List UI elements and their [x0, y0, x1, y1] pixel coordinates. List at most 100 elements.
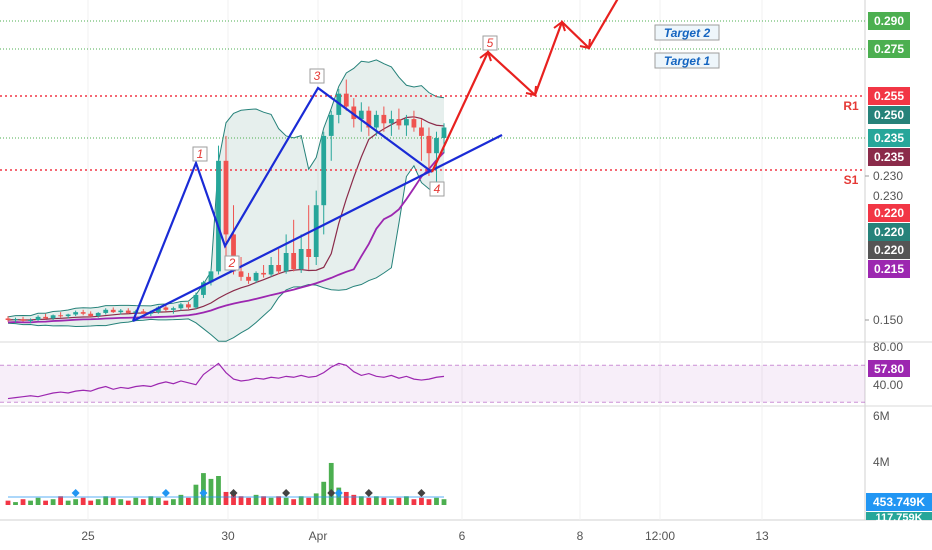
candlestick-series [5, 79, 447, 324]
wave-label-box [224, 255, 240, 271]
candle-body [358, 110, 364, 120]
level-name: R1 [843, 99, 859, 113]
candle-body [434, 138, 439, 154]
candle-body [50, 315, 56, 319]
volume-bar [313, 493, 319, 505]
volume-bar [95, 499, 101, 505]
volume-bar [246, 497, 251, 505]
volume-signal-diamond [229, 489, 238, 497]
candle-body [276, 265, 282, 272]
candle-body [223, 160, 229, 235]
volume-signal-diamond [71, 489, 80, 497]
volume-bar [50, 499, 56, 505]
price-tag: 0.275 [868, 40, 910, 58]
candle-body [351, 106, 357, 120]
time-axis-label: 12:00 [645, 529, 675, 543]
candle-body [73, 312, 79, 315]
wave-label: 3 [314, 69, 321, 83]
price-tag: 0.220 [868, 204, 910, 222]
volume-bar [43, 500, 48, 505]
volume-bar [231, 493, 236, 505]
time-axis-label: 8 [577, 529, 584, 543]
volume-bar [366, 497, 372, 505]
time-axis-label: 6 [459, 529, 466, 543]
projection-arrow-head [479, 50, 492, 62]
candle-body [80, 312, 86, 314]
price-tag-value: 0.235 [874, 150, 904, 164]
volume-bar [193, 484, 199, 505]
candle-body [103, 309, 109, 313]
candle-body [411, 119, 417, 128]
volume-bar [328, 462, 334, 505]
volume-bar [268, 497, 274, 505]
candle-body [216, 160, 221, 272]
candle-body [201, 282, 206, 295]
volume-bar [58, 496, 64, 505]
projection-path [431, 0, 619, 173]
candle-body [20, 319, 26, 321]
volume-bar [291, 499, 297, 505]
volume-bar [148, 496, 154, 505]
volume-bar [223, 491, 229, 505]
candle-body [388, 119, 394, 124]
volume-bar [306, 497, 312, 505]
volume-bar [35, 497, 41, 505]
candle-body [313, 205, 319, 257]
volume-signal-diamond [161, 489, 170, 497]
wave-drawings: 1 2 3 4 5 Target 2 Target 1 R1 S1 [131, 0, 859, 322]
price-tag: 0.235 [868, 148, 910, 166]
volume-bar [426, 499, 432, 505]
volume-bar [208, 478, 214, 505]
chart-area[interactable] [0, 0, 865, 550]
time-axis-label: 13 [755, 529, 769, 543]
bollinger-basis [7, 116, 445, 321]
volume-bar [238, 496, 244, 505]
price-tag: 0.235 [868, 129, 910, 147]
volume-bar [186, 497, 191, 505]
price-tag: 0.255 [868, 87, 910, 105]
candle-body [13, 319, 18, 321]
price-tag-box [868, 260, 910, 278]
volume-bar [65, 500, 71, 505]
volume-bar [434, 497, 439, 505]
candle-body [321, 135, 327, 206]
volume-bar [73, 499, 79, 505]
volume-bar [373, 496, 379, 505]
price-tag-box [868, 106, 910, 124]
wave-label-box [309, 68, 325, 84]
time-axis-label: 30 [221, 529, 235, 543]
volume-bar [404, 496, 409, 505]
wave-label-box [429, 181, 445, 197]
volume-bar [419, 497, 424, 505]
price-tag-box [868, 241, 910, 259]
price-tag-value: 0.215 [874, 262, 904, 276]
price-tag-value: 0.220 [874, 225, 904, 239]
price-tag-value: 0.275 [874, 42, 904, 56]
volume-current-value: 453.749K [873, 495, 925, 509]
candle-body [426, 135, 432, 154]
candle-body [419, 127, 424, 136]
candle-body [343, 93, 349, 107]
price-tag-value: 0.255 [874, 89, 904, 103]
rsi-current-tag [868, 360, 910, 377]
candle-body [253, 272, 259, 281]
projection-arrow-head [553, 20, 566, 32]
volume-bar [140, 499, 146, 505]
wave-label-box [192, 146, 208, 162]
volume-bar [441, 499, 447, 505]
time-axis-label: Apr [309, 529, 328, 543]
volume-bar [343, 491, 349, 505]
volume-secondary-value: 117.759K [875, 512, 922, 524]
price-tag-box [868, 12, 910, 30]
rsi-line [7, 362, 445, 400]
wave-label: 2 [228, 256, 236, 270]
volume-bar [80, 497, 86, 505]
volume-signal-diamond [199, 489, 208, 497]
volume-bar [388, 499, 394, 505]
candle-body [396, 119, 402, 126]
rsi-axis-label: 40.00 [873, 378, 903, 392]
wave-label: 5 [487, 36, 494, 50]
candle-body [373, 114, 379, 128]
price-axis-label: 0.230 [873, 189, 903, 203]
